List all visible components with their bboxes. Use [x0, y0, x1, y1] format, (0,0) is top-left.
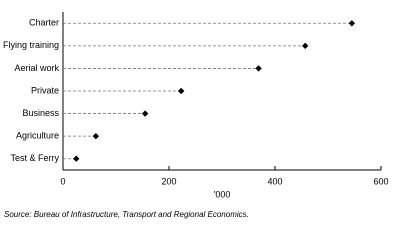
y-tick-label: Flying training [3, 40, 59, 50]
dot [92, 132, 100, 140]
chart: '000 Source: Bureau of Infrastructure, T… [3, 12, 389, 219]
y-tick-label: Aerial work [14, 63, 59, 73]
dot [302, 42, 309, 50]
source-note: Source: Bureau of Infrastructure, Transp… [4, 210, 249, 219]
dot [73, 155, 80, 162]
y-tick-label: Private [31, 85, 59, 95]
dot [141, 110, 149, 117]
y-tick-label: Charter [29, 18, 59, 28]
dot [255, 65, 262, 72]
x-axis-label: '000 [214, 189, 231, 199]
x-tick-label: 600 [373, 176, 388, 186]
dot [177, 87, 185, 95]
y-tick-label: Test & Ferry [10, 153, 59, 163]
x-tick-label: 400 [267, 176, 282, 186]
x-tick-label: 0 [60, 176, 65, 186]
dot [348, 20, 356, 27]
x-tick-label: 200 [161, 176, 176, 186]
y-tick-label: Business [22, 108, 59, 118]
y-tick-label: Agriculture [16, 131, 59, 141]
